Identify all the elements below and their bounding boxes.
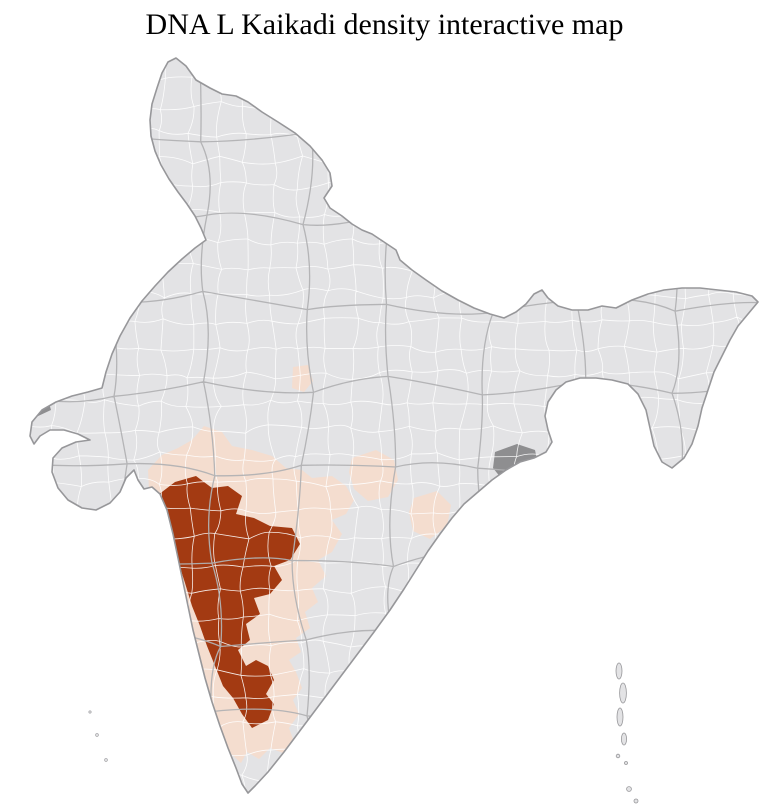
region-low-density-patch-north[interactable]: [292, 365, 313, 392]
region-low-density-patch-east-a[interactable]: [349, 450, 398, 501]
map-title: DNA L Kaikadi density interactive map: [145, 8, 624, 41]
region-low-density-patch-east-b[interactable]: [409, 491, 451, 539]
india-outline: [29, 57, 759, 794]
lakshadweep-islands[interactable]: [88, 710, 108, 762]
andaman-nicobar-islands[interactable]: [615, 662, 639, 804]
